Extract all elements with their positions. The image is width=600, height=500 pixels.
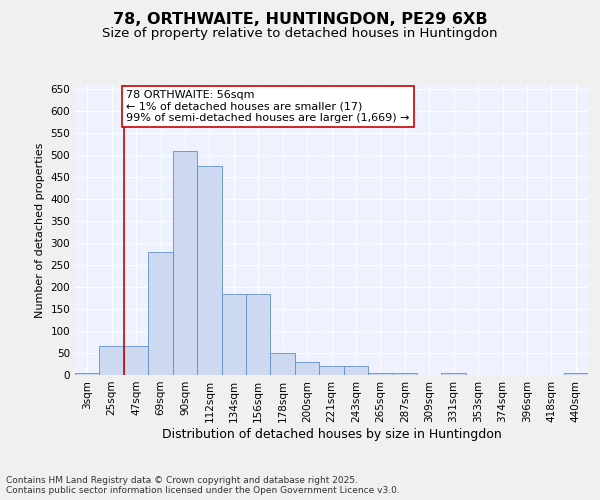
Bar	[173, 151, 197, 375]
Bar	[75, 373, 100, 375]
Bar	[246, 294, 271, 375]
X-axis label: Distribution of detached houses by size in Huntingdon: Distribution of detached houses by size …	[161, 428, 502, 440]
Bar	[368, 373, 392, 375]
Text: Contains HM Land Registry data © Crown copyright and database right 2025.
Contai: Contains HM Land Registry data © Crown c…	[6, 476, 400, 495]
Bar	[392, 373, 417, 375]
Bar	[319, 366, 344, 375]
Text: 78, ORTHWAITE, HUNTINGDON, PE29 6XB: 78, ORTHWAITE, HUNTINGDON, PE29 6XB	[113, 12, 487, 28]
Text: 78 ORTHWAITE: 56sqm
← 1% of detached houses are smaller (17)
99% of semi-detache: 78 ORTHWAITE: 56sqm ← 1% of detached hou…	[127, 90, 410, 124]
Bar	[197, 166, 221, 375]
Y-axis label: Number of detached properties: Number of detached properties	[35, 142, 45, 318]
Bar	[271, 353, 295, 375]
Text: Size of property relative to detached houses in Huntingdon: Size of property relative to detached ho…	[102, 28, 498, 40]
Bar	[563, 373, 588, 375]
Bar	[344, 366, 368, 375]
Bar	[295, 362, 319, 375]
Bar	[442, 373, 466, 375]
Bar	[221, 294, 246, 375]
Bar	[100, 346, 124, 375]
Bar	[124, 346, 148, 375]
Bar	[148, 252, 173, 375]
